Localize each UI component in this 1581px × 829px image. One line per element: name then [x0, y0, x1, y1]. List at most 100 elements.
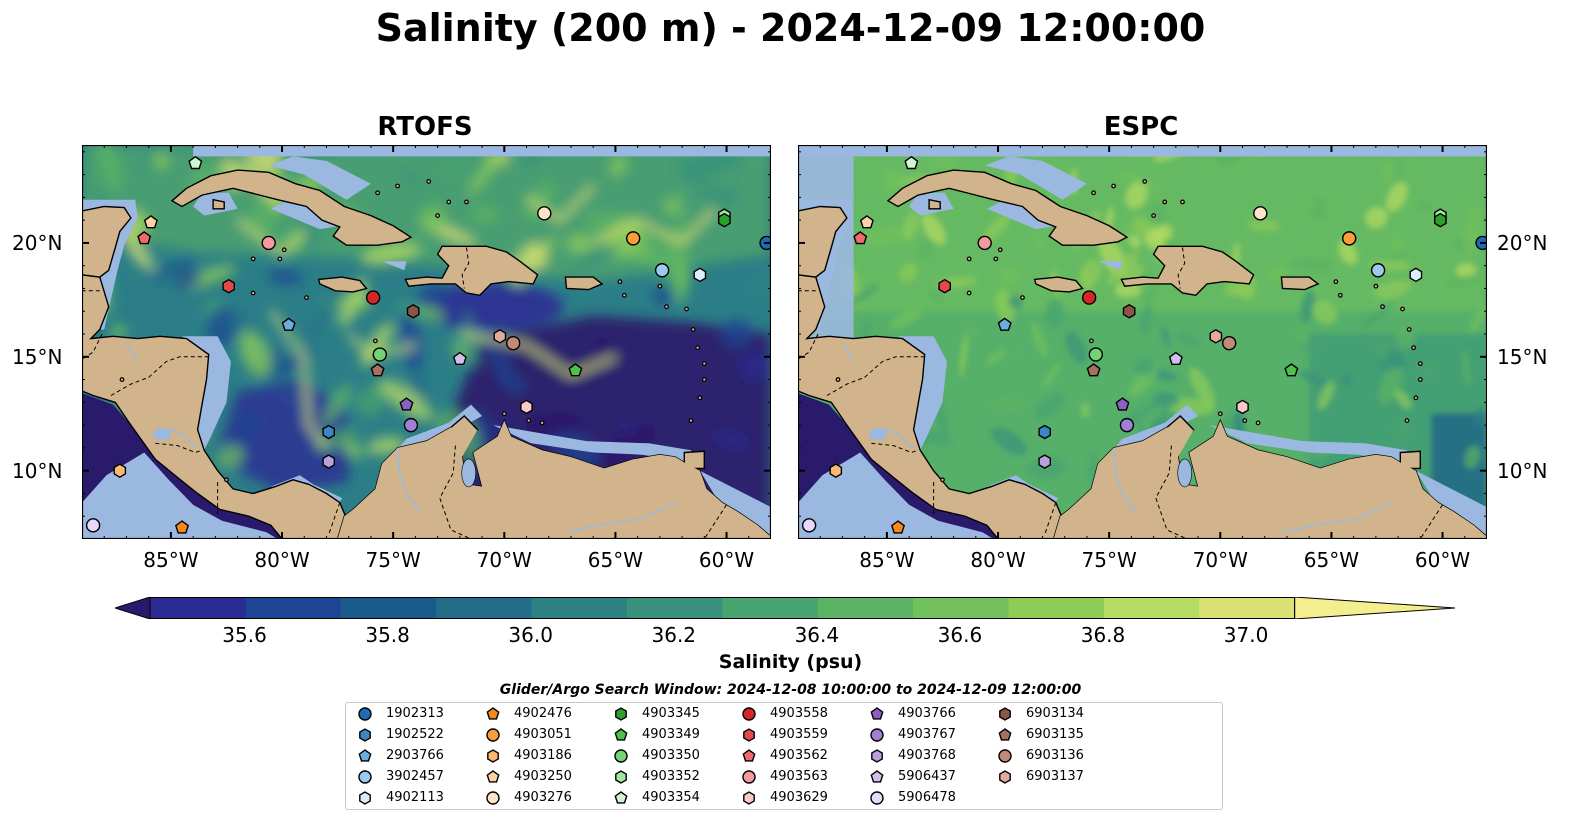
x-tick-label: 75°W	[1081, 548, 1137, 572]
float-marker-4903562[interactable]	[853, 231, 868, 245]
float-marker-4903349[interactable]	[568, 363, 583, 377]
small-island	[375, 190, 381, 196]
float-marker-4903558[interactable]	[1081, 290, 1097, 305]
country-border	[871, 442, 919, 454]
x-tick-label: 65°W	[587, 548, 644, 572]
legend-item-label: 4903766	[898, 706, 956, 721]
float-marker-4903768[interactable]	[1038, 454, 1052, 469]
float-marker-4903345[interactable]	[718, 212, 731, 228]
float-marker-4903768[interactable]	[322, 454, 336, 469]
float-marker-5906478[interactable]	[85, 518, 101, 533]
float-marker-4902113[interactable]	[1409, 267, 1423, 283]
float-marker-6903136[interactable]	[505, 335, 521, 351]
x-tick-label: 65°W	[1303, 548, 1360, 572]
small-island	[688, 418, 694, 423]
float-marker-4903051[interactable]	[1342, 231, 1357, 246]
float-marker-2903766[interactable]	[281, 317, 296, 331]
small-island	[1088, 338, 1094, 344]
small-island	[526, 418, 532, 423]
float-marker-4903345[interactable]	[1434, 212, 1447, 228]
y-tick-label-left: 15°N	[12, 345, 63, 369]
float-marker-4903349[interactable]	[1284, 363, 1299, 377]
x-tick-label: 60°W	[1414, 548, 1471, 572]
circle-marker-icon	[614, 749, 628, 763]
x-tick-label: 60°W	[698, 548, 755, 572]
legend-item-label: 1902522	[386, 727, 444, 742]
float-marker-1902522[interactable]	[1038, 424, 1052, 440]
float-marker-4902476[interactable]	[174, 520, 190, 534]
float-marker-6903134[interactable]	[406, 303, 420, 319]
continental-shelf	[193, 145, 771, 157]
river	[1112, 447, 1137, 513]
float-marker-4903276[interactable]	[537, 206, 552, 221]
legend-item-label: 4903345	[642, 706, 700, 721]
float-marker-4903250[interactable]	[859, 215, 874, 229]
float-marker-3902457[interactable]	[654, 263, 670, 278]
float-marker-6903134[interactable]	[1122, 303, 1136, 319]
float-marker-4903766[interactable]	[399, 397, 414, 411]
float-marker-4903629[interactable]	[1236, 399, 1249, 415]
espc-map-panel[interactable]	[798, 145, 1487, 539]
float-marker-4902113[interactable]	[693, 267, 707, 283]
float-marker-6903137[interactable]	[493, 328, 507, 344]
colorbar-tick-label: 36.2	[651, 623, 697, 647]
lake-maracaibo	[1177, 458, 1193, 488]
float-marker-5906478[interactable]	[801, 518, 817, 533]
float-marker-6903135[interactable]	[370, 363, 385, 377]
float-marker-4903559[interactable]	[222, 278, 236, 294]
rtofs-map-panel[interactable]	[82, 145, 771, 539]
river	[841, 342, 855, 362]
land-hispaniola	[404, 245, 539, 297]
float-marker-6903135[interactable]	[1086, 363, 1101, 377]
float-marker-4903767[interactable]	[1119, 417, 1135, 433]
circle-marker-icon	[486, 791, 500, 805]
float-marker-4903563[interactable]	[977, 235, 992, 251]
legend-item-label: 4903250	[514, 769, 572, 784]
land-isla-juventud	[928, 198, 941, 210]
float-marker-4903558[interactable]	[365, 290, 381, 305]
float-marker-4902476[interactable]	[890, 520, 906, 534]
float-marker-4903186[interactable]	[113, 463, 127, 479]
continental-shelf	[798, 452, 994, 539]
colorbar-segment	[340, 597, 437, 619]
colorbar-segment	[436, 597, 533, 619]
continental-shelf	[1098, 261, 1123, 271]
float-marker-6903137[interactable]	[1209, 328, 1223, 344]
float-marker-3902457[interactable]	[1370, 263, 1386, 278]
country-border	[461, 247, 470, 289]
hexagon-marker-icon	[999, 770, 1011, 784]
circle-marker-icon	[742, 770, 756, 784]
float-marker-4903350[interactable]	[372, 347, 388, 362]
figure-title: Salinity (200 m) - 2024-12-09 12:00:00	[375, 6, 1206, 50]
float-marker-4903186[interactable]	[829, 463, 843, 479]
float-marker-5906437[interactable]	[452, 351, 467, 366]
float-marker-4903250[interactable]	[143, 215, 158, 229]
float-marker-5906437[interactable]	[1168, 351, 1183, 366]
float-marker-4903767[interactable]	[403, 417, 419, 433]
float-marker-6903136[interactable]	[1221, 335, 1237, 351]
colorbar-tick-label: 36.6	[937, 623, 983, 647]
pentagon-marker-icon	[998, 728, 1012, 741]
float-marker-4903563[interactable]	[261, 235, 276, 251]
small-island	[1413, 395, 1419, 401]
small-island	[1380, 304, 1385, 310]
small-island	[372, 338, 378, 344]
float-marker-4903559[interactable]	[938, 278, 952, 294]
float-marker-4903276[interactable]	[1253, 206, 1268, 221]
float-marker-4903350[interactable]	[1088, 347, 1104, 362]
small-island	[1111, 183, 1117, 189]
float-marker-4903766[interactable]	[1115, 397, 1130, 411]
float-marker-4903629[interactable]	[520, 399, 533, 415]
colorbar-tick-label: 35.8	[365, 623, 410, 647]
pentagon-marker-icon	[358, 749, 372, 762]
x-tick-label: 75°W	[365, 548, 421, 572]
float-marker-4903562[interactable]	[137, 231, 152, 245]
lake-nicaragua	[869, 428, 888, 441]
river	[566, 501, 676, 533]
float-marker-2903766[interactable]	[997, 317, 1012, 331]
land-cuba	[886, 169, 1129, 246]
float-marker-4903051[interactable]	[626, 231, 641, 246]
float-marker-4903354[interactable]	[188, 155, 203, 170]
float-marker-4903354[interactable]	[904, 155, 919, 170]
float-marker-1902522[interactable]	[322, 424, 336, 440]
